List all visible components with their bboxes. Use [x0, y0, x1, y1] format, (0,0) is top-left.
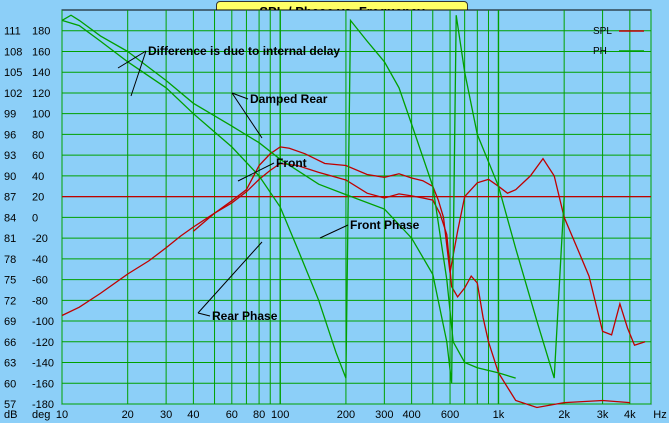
- annotation-pointer: [117, 50, 147, 69]
- y-tick-label-db: 72: [4, 295, 16, 307]
- annotation-damped-rear: Damped Rear: [250, 92, 328, 106]
- y-tick-label-deg: 40: [32, 171, 44, 183]
- y-tick-label-db: 69: [4, 316, 16, 328]
- y-tick-label-deg: -80: [32, 295, 48, 307]
- x-tick-label: 80: [253, 409, 265, 421]
- y-tick-label-db: 96: [4, 129, 16, 141]
- series-line-front-phase: [61, 14, 565, 384]
- x-tick-label: 300: [375, 409, 393, 421]
- y-tick-label-deg: -140: [32, 358, 54, 370]
- y-tick-label-db: 63: [4, 358, 16, 370]
- y-tick-label-deg: -100: [32, 316, 54, 328]
- y-tick-label-deg: -60: [32, 275, 48, 287]
- annotation-pointer: [197, 241, 263, 314]
- y-tick-label-deg: 20: [32, 192, 44, 204]
- annotation-front: Front: [276, 156, 307, 170]
- y-tick-label-db: 99: [4, 109, 16, 121]
- x-tick-label: 3k: [597, 409, 609, 421]
- y-tick-label-db: 60: [4, 378, 16, 390]
- x-tick-label: 600: [441, 409, 459, 421]
- x-tick-label: 400: [402, 409, 420, 421]
- legend-label-spl: SPL: [593, 26, 612, 37]
- series-line-damped-rear: [192, 146, 646, 347]
- y-tick-label-deg: 140: [32, 67, 50, 79]
- y-tick-label-deg: -120: [32, 337, 54, 349]
- y-tick-label-db: 84: [4, 212, 16, 224]
- x-tick-label: 1k: [493, 409, 505, 421]
- y-tick-label-db: 66: [4, 337, 16, 349]
- x-tick-label: 100: [271, 409, 289, 421]
- y-tick-label-deg: -180: [32, 399, 54, 411]
- y-unit-label-db: dB: [4, 409, 17, 421]
- y-tick-label-deg: 120: [32, 88, 50, 100]
- y-tick-label-db: 81: [4, 233, 16, 245]
- y-tick-label-deg: 180: [32, 26, 50, 38]
- annotation-pointer: [130, 50, 147, 97]
- y-tick-label-db: 111: [4, 26, 21, 38]
- y-tick-label-db: 87: [4, 192, 16, 204]
- x-tick-label: 2k: [558, 409, 570, 421]
- series-line-front: [61, 162, 630, 409]
- annotation-internal-delay: Difference is due to internal delay: [148, 44, 340, 58]
- x-tick-label: 200: [337, 409, 355, 421]
- y-tick-label-deg: -160: [32, 378, 54, 390]
- legend-label-ph: PH: [593, 46, 607, 57]
- x-unit-label: Hz: [653, 409, 666, 421]
- annotation-pointer: [231, 92, 249, 100]
- annotation-front-phase: Front Phase: [350, 218, 420, 232]
- y-tick-label-deg: 80: [32, 129, 44, 141]
- y-tick-label-db: 105: [4, 67, 22, 79]
- series-line-rear-phase: [61, 18, 516, 379]
- y-tick-label-deg: 100: [32, 109, 50, 121]
- y-tick-label-db: 78: [4, 254, 16, 266]
- x-tick-label: 10: [56, 409, 68, 421]
- y-tick-label-deg: 160: [32, 46, 50, 58]
- x-tick-label: 30: [160, 409, 172, 421]
- annotation-pointer: [237, 162, 275, 182]
- y-tick-label-db: 102: [4, 88, 22, 100]
- x-tick-label: 60: [226, 409, 238, 421]
- annotation-pointer: [197, 312, 211, 317]
- y-unit-label-deg: deg: [32, 409, 50, 421]
- x-tick-label: 4k: [624, 409, 636, 421]
- y-tick-label-deg: 60: [32, 150, 44, 162]
- annotation-pointer: [319, 224, 349, 239]
- y-tick-label-db: 108: [4, 46, 22, 58]
- x-tick-label: 20: [122, 409, 134, 421]
- y-tick-label-deg: 0: [32, 212, 38, 224]
- x-tick-label: 40: [187, 409, 199, 421]
- y-tick-label-db: 57: [4, 399, 16, 411]
- y-tick-label-deg: -20: [32, 233, 48, 245]
- y-tick-label-deg: -40: [32, 254, 48, 266]
- y-tick-label-db: 75: [4, 275, 16, 287]
- annotation-pointer: [231, 92, 263, 139]
- annotation-rear-phase: Rear Phase: [212, 309, 278, 323]
- y-tick-label-db: 90: [4, 171, 16, 183]
- y-tick-label-db: 93: [4, 150, 16, 162]
